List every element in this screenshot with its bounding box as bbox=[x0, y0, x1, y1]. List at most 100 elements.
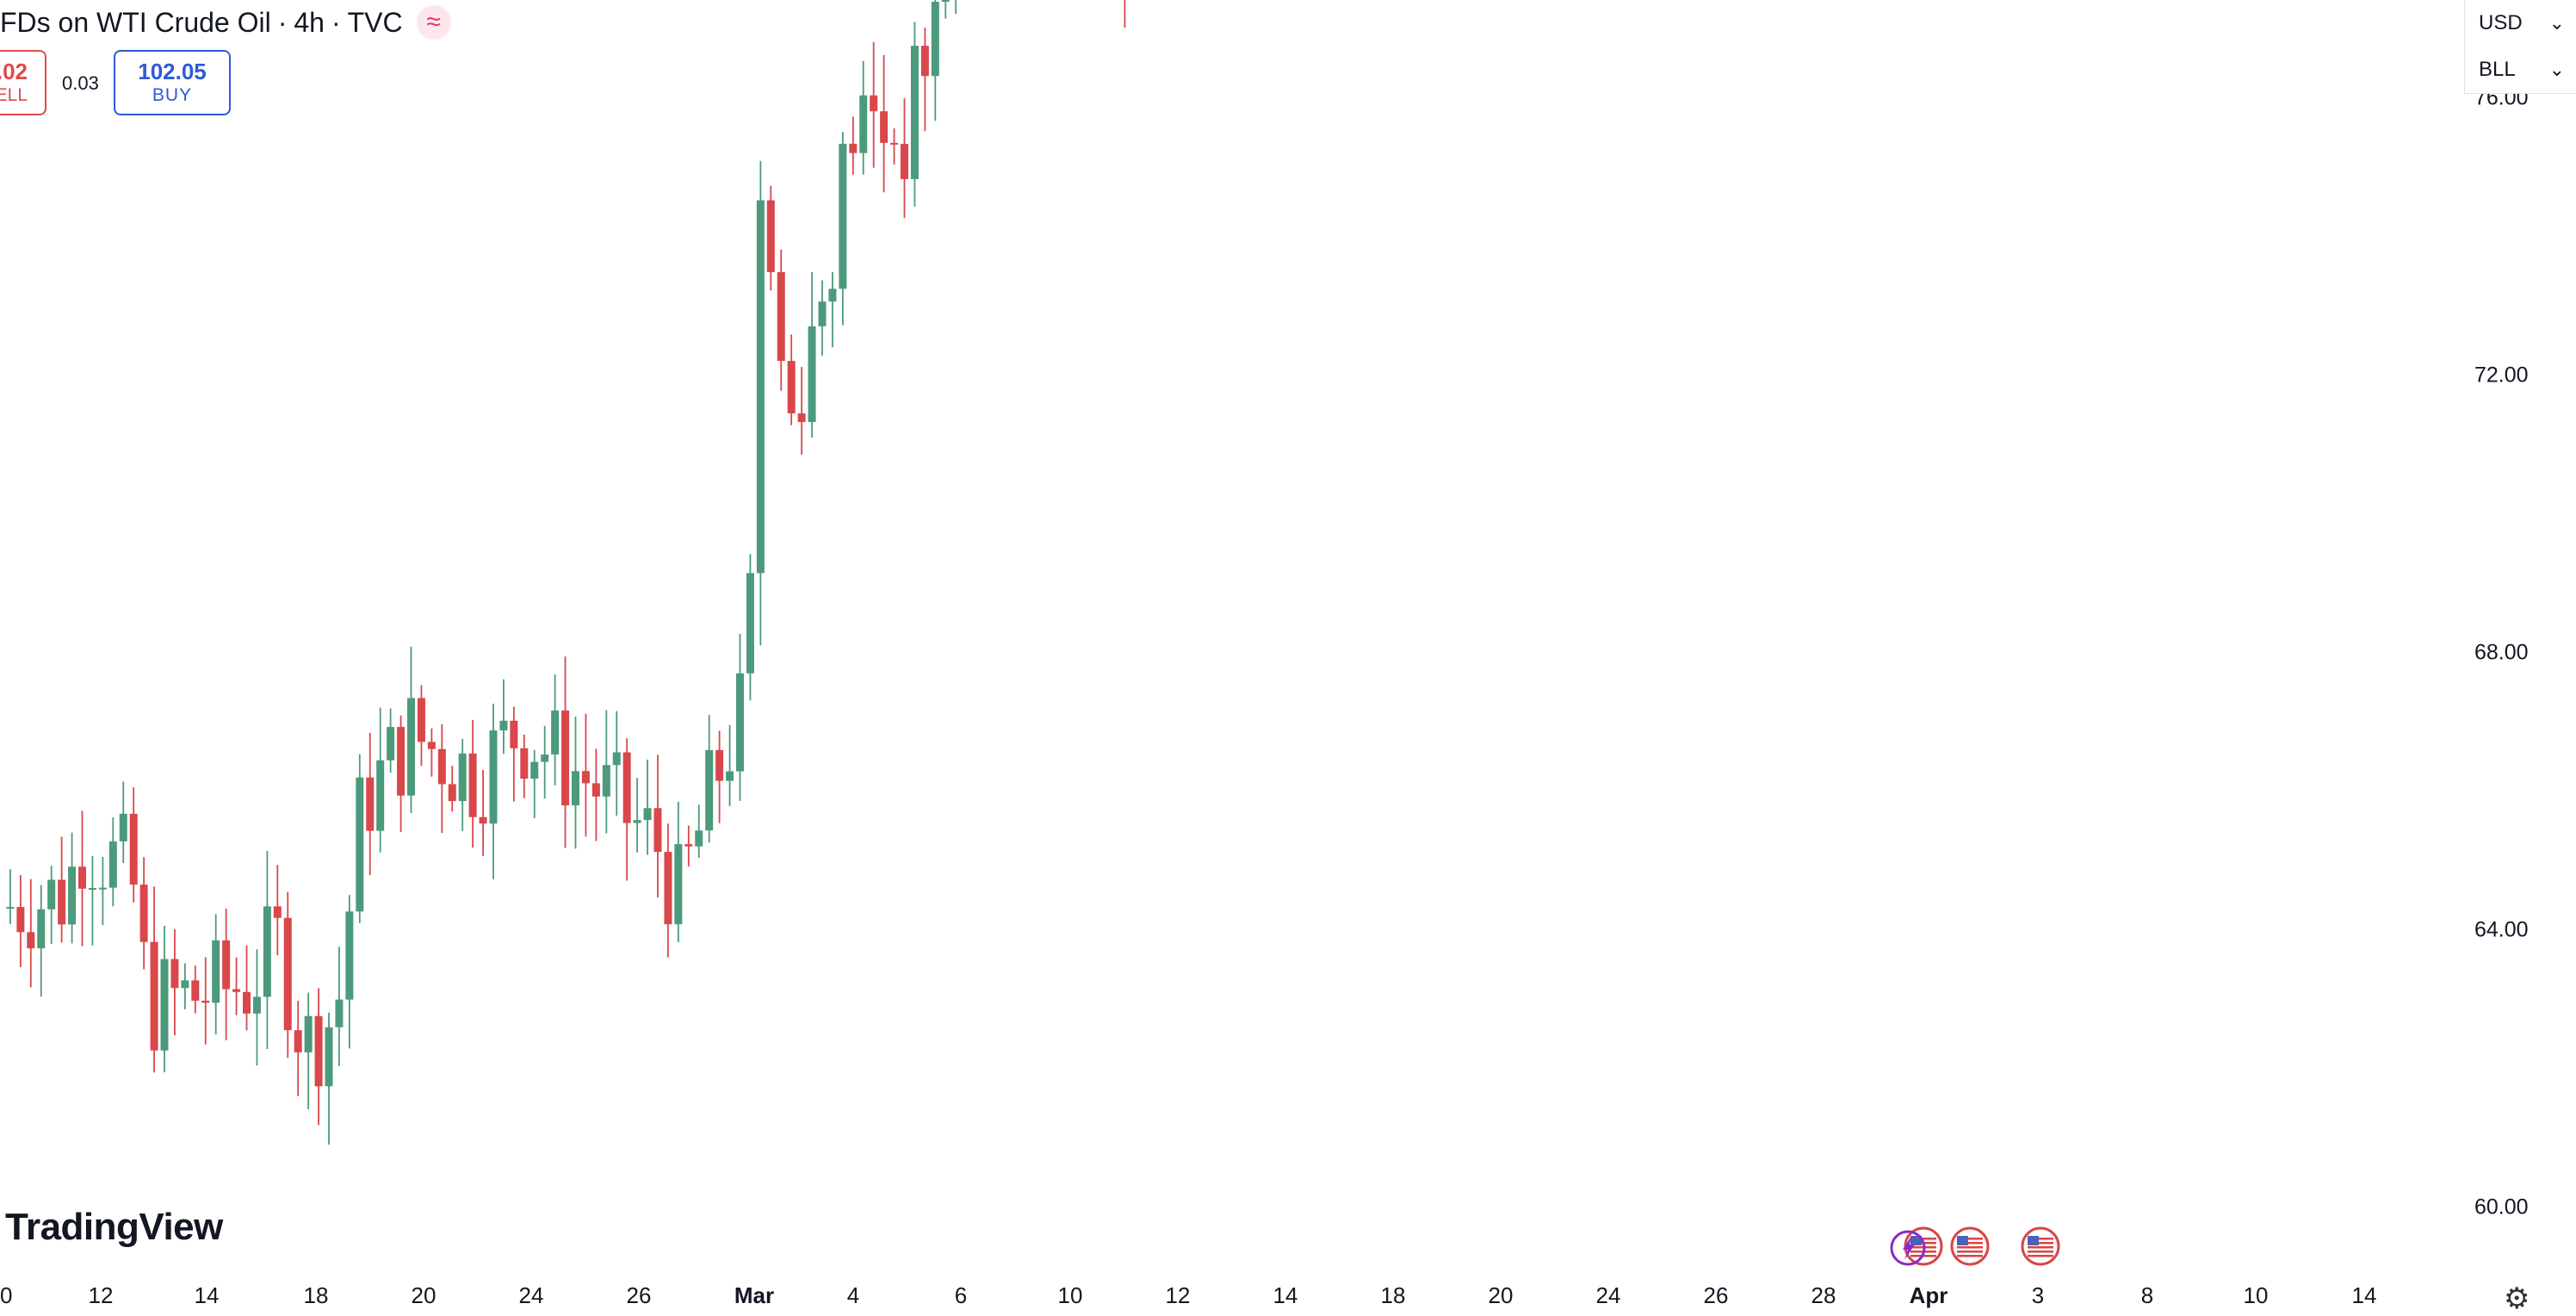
candle bbox=[920, 28, 929, 132]
candle bbox=[252, 949, 261, 1066]
candle bbox=[931, 0, 939, 121]
candle bbox=[955, 0, 957, 14]
candle bbox=[664, 823, 672, 958]
symbol-title[interactable]: FDs on WTI Crude Oil · 4h · TVC ≈ bbox=[0, 5, 451, 40]
candle bbox=[78, 810, 86, 947]
candle bbox=[427, 728, 436, 777]
candle bbox=[387, 708, 395, 773]
market-status-icon[interactable]: ≈ bbox=[416, 5, 451, 40]
us-flag-icon[interactable] bbox=[1890, 1226, 1943, 1266]
x-tick-label: 24 bbox=[519, 1282, 544, 1308]
sell-label: SELL bbox=[0, 85, 28, 105]
candle bbox=[397, 715, 406, 833]
economic-events[interactable] bbox=[1890, 1226, 2060, 1266]
candle bbox=[591, 748, 600, 841]
candle bbox=[273, 865, 282, 956]
x-tick-label: 8 bbox=[2141, 1282, 2153, 1308]
x-tick-label: 20 bbox=[1489, 1282, 1514, 1308]
y-tick-label: 68.00 bbox=[2474, 641, 2529, 665]
candle bbox=[499, 679, 508, 754]
candle bbox=[212, 914, 220, 1035]
candle bbox=[479, 770, 487, 856]
spread-value: 0.03 bbox=[62, 72, 99, 94]
candle bbox=[684, 825, 693, 867]
candle bbox=[325, 1012, 333, 1145]
candle bbox=[139, 857, 148, 970]
candle bbox=[581, 713, 590, 837]
candle bbox=[345, 895, 354, 1049]
unit-select[interactable]: BLL ⌄ bbox=[2474, 50, 2570, 90]
x-tick-label: 4 bbox=[847, 1282, 859, 1308]
chevron-down-icon: ⌄ bbox=[2548, 59, 2565, 80]
x-tick-label: 26 bbox=[1704, 1282, 1729, 1308]
candle bbox=[181, 963, 189, 1009]
candle bbox=[890, 127, 899, 165]
price-axis[interactable]: 124.00120.00116.00112.00108.00104.00100.… bbox=[2474, 0, 2540, 1220]
candle bbox=[356, 754, 364, 923]
candle bbox=[510, 706, 518, 802]
gear-icon[interactable]: ⚙ bbox=[2504, 1282, 2530, 1315]
axis-settings-panel: USD ⌄ BLL ⌄ bbox=[2464, 0, 2576, 94]
tradingview-logo[interactable]: TradingView bbox=[5, 1206, 223, 1248]
candle bbox=[808, 272, 816, 438]
candle bbox=[366, 732, 375, 876]
time-axis[interactable]: 10 12 14 18 20 24 26 Mar 4 6 10 12 14 18 20 24 26 28 Apr 3 8… bbox=[0, 1282, 2376, 1308]
symbol-name: FDs on WTI Crude Oil bbox=[0, 6, 271, 38]
x-tick-label: Mar bbox=[734, 1282, 774, 1308]
candle bbox=[376, 707, 385, 853]
title-separator: · bbox=[277, 6, 288, 38]
candle bbox=[37, 885, 46, 997]
x-tick-label: 12 bbox=[89, 1282, 114, 1308]
x-tick-label: 24 bbox=[1596, 1282, 1621, 1308]
candle bbox=[561, 656, 570, 848]
x-tick-label: 26 bbox=[627, 1282, 652, 1308]
candle bbox=[674, 801, 683, 942]
candle bbox=[407, 646, 415, 814]
candle bbox=[108, 816, 117, 907]
candle bbox=[602, 710, 610, 834]
us-flag-icon[interactable] bbox=[2021, 1226, 2060, 1266]
candle bbox=[572, 717, 579, 849]
candle bbox=[16, 875, 25, 967]
candle bbox=[129, 787, 138, 903]
candle bbox=[304, 992, 313, 1109]
us-flag-icon[interactable] bbox=[1950, 1226, 1990, 1266]
candle bbox=[119, 781, 127, 864]
x-tick-label: 10 bbox=[1058, 1282, 1083, 1308]
sell-button[interactable]: 102.02 SELL bbox=[0, 50, 46, 115]
candle bbox=[243, 945, 251, 1031]
candle bbox=[58, 836, 66, 943]
currency-select[interactable]: USD ⌄ bbox=[2474, 3, 2570, 43]
candle bbox=[201, 957, 210, 1045]
candle bbox=[756, 160, 765, 646]
candle bbox=[612, 711, 621, 816]
y-tick-label: 64.00 bbox=[2474, 918, 2529, 942]
x-tick-label: 18 bbox=[1381, 1282, 1406, 1308]
candle bbox=[294, 1000, 302, 1096]
candle bbox=[818, 280, 827, 356]
candle bbox=[705, 714, 714, 843]
candle bbox=[643, 760, 652, 855]
candle bbox=[150, 886, 158, 1073]
candle bbox=[232, 957, 241, 1015]
source-label: TVC bbox=[347, 6, 403, 38]
buy-label: BUY bbox=[152, 85, 193, 105]
candle bbox=[859, 60, 868, 175]
candle bbox=[6, 869, 15, 924]
x-tick-label: 14 bbox=[195, 1282, 220, 1308]
candle bbox=[530, 749, 539, 819]
candle bbox=[437, 723, 446, 834]
candle bbox=[622, 738, 631, 881]
candle bbox=[849, 116, 858, 175]
candle bbox=[797, 367, 806, 455]
event-bolt-icon bbox=[1890, 1230, 1926, 1266]
candle bbox=[910, 22, 919, 207]
title-separator: · bbox=[331, 6, 341, 38]
candle bbox=[870, 41, 878, 168]
buy-button[interactable]: 102.05 BUY bbox=[114, 50, 231, 115]
x-tick-label: 3 bbox=[2032, 1282, 2044, 1308]
x-tick-label: 10 bbox=[2244, 1282, 2269, 1308]
x-tick-label: 28 bbox=[1811, 1282, 1836, 1308]
candle bbox=[314, 988, 323, 1126]
